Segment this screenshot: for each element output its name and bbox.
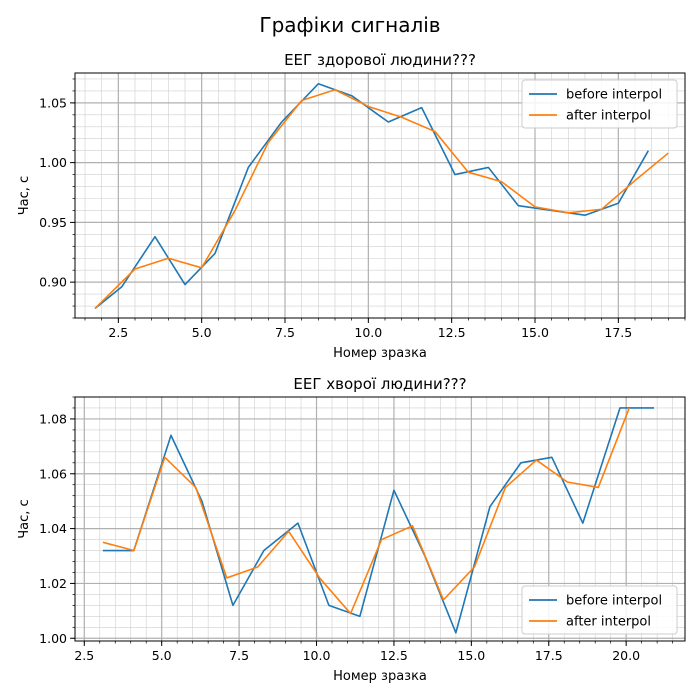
y-tick-label: 1.02 [39, 576, 67, 591]
legend-label: after interpol [566, 615, 651, 630]
legend-box [521, 79, 678, 129]
legend-label: before interpol [566, 88, 662, 103]
x-tick-label: 7.5 [275, 325, 295, 340]
x-tick-label: 12.5 [380, 648, 408, 663]
legend: before interpol after interpol [521, 79, 678, 129]
x-tick-label: 10.0 [303, 648, 331, 663]
chart-title: ЕЕГ хворої людини??? [293, 375, 466, 393]
y-tick-label: 1.00 [39, 155, 67, 170]
x-tick-label: 5.0 [152, 648, 172, 663]
y-axis-label: Час, с [17, 176, 32, 215]
y-axis-label: Час, с [17, 499, 32, 538]
figure-title: Графіки сигналів [259, 13, 440, 37]
x-axis-label: Номер зразка [333, 669, 427, 684]
x-tick-label: 7.5 [229, 648, 249, 663]
legend-box [521, 585, 678, 635]
legend-label: after interpol [566, 109, 651, 124]
x-tick-label: 17.5 [535, 648, 563, 663]
y-tick-label: 1.05 [39, 95, 67, 110]
y-tick-label: 1.06 [39, 466, 67, 481]
x-tick-label: 5.0 [192, 325, 212, 340]
x-tick-label: 10.0 [354, 325, 382, 340]
chart-sick-eeg: 2.5 5.0 7.5 10.0 12.5 15.0 17.5 20.0 1.00 1.02 1.0… [17, 375, 686, 684]
x-tick-label: 2.5 [108, 325, 128, 340]
series-line-after-interpol [94, 88, 669, 310]
series-line-after-interpol [102, 407, 631, 615]
x-tick-label: 15.0 [457, 648, 485, 663]
chart-healthy-eeg: 2.5 5.0 7.5 10.0 12.5 15.0 17.5 0.90 0.95 1.00 1.0… [17, 51, 686, 361]
major-grid [75, 73, 685, 318]
x-axis-label: Номер зразка [333, 346, 427, 361]
y-tick-label: 1.00 [39, 631, 67, 646]
y-tick-label: 0.90 [39, 275, 67, 290]
legend: before interpol after interpol [521, 585, 678, 635]
x-tick-label: 2.5 [74, 648, 94, 663]
y-tick-label: 1.04 [39, 521, 67, 536]
axes-frame [74, 396, 686, 642]
legend-label: before interpol [566, 594, 662, 609]
y-tick-label: 1.08 [39, 411, 67, 426]
y-tick-label: 0.95 [39, 215, 67, 230]
x-tick-label: 20.0 [612, 648, 640, 663]
chart-title: ЕЕГ здорової людини??? [284, 51, 476, 69]
x-tick-label: 15.0 [521, 325, 549, 340]
x-tick-label: 17.5 [604, 325, 632, 340]
x-tick-label: 12.5 [438, 325, 466, 340]
axes-frame [74, 72, 686, 319]
